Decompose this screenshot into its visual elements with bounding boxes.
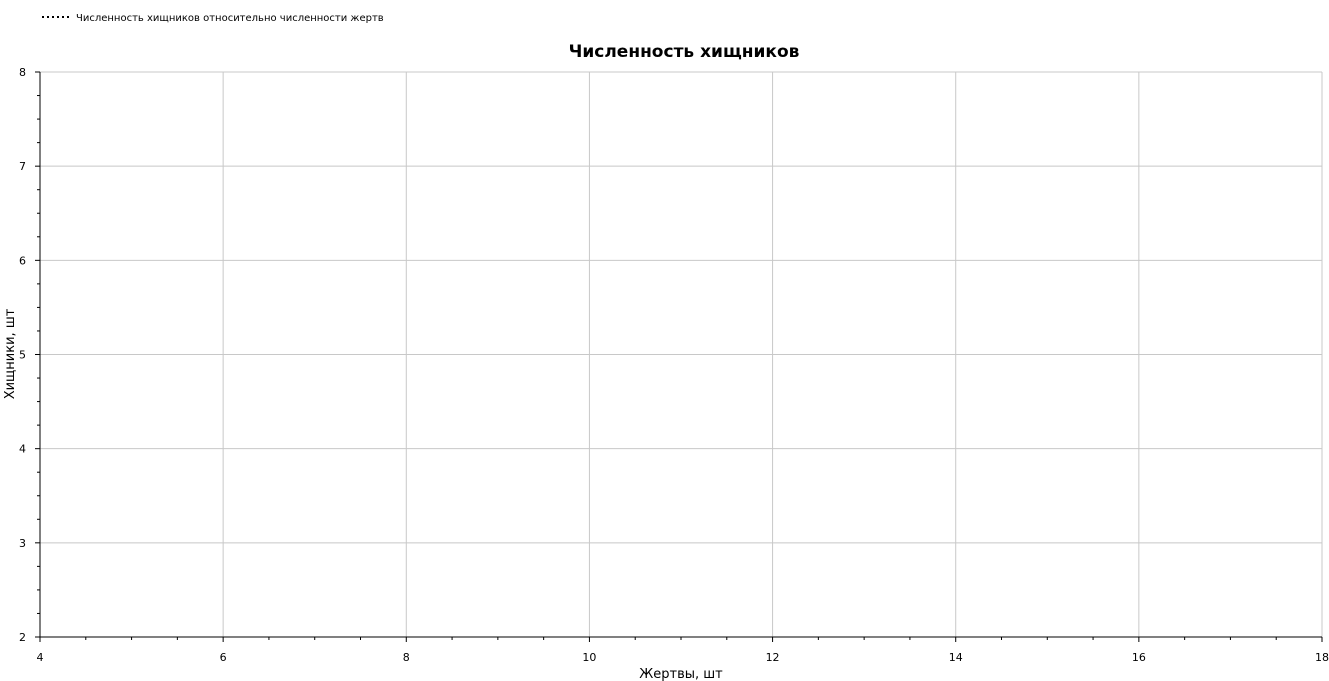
x-tick-label: 14 xyxy=(949,651,963,664)
x-tick-label: 16 xyxy=(1132,651,1146,664)
x-tick-label: 10 xyxy=(582,651,596,664)
y-tick-label: 2 xyxy=(19,631,26,644)
y-tick-label: 3 xyxy=(19,537,26,550)
x-tick-label: 6 xyxy=(220,651,227,664)
y-tick-label: 7 xyxy=(19,160,26,173)
x-tick-label: 4 xyxy=(37,651,44,664)
y-tick-label: 8 xyxy=(19,66,26,79)
y-axis-label: Хищники, шт xyxy=(3,308,18,399)
legend: Численность хищников относительно числен… xyxy=(42,13,384,24)
y-tick-label: 5 xyxy=(19,349,26,362)
grid xyxy=(40,71,1323,637)
x-tick-label: 12 xyxy=(766,651,780,664)
legend-label: Численность хищников относительно числен… xyxy=(76,13,384,24)
x-tick-label: 8 xyxy=(403,651,410,664)
x-axis-label: Жертвы, шт xyxy=(639,667,723,681)
x-tick-label: 18 xyxy=(1315,651,1329,664)
y-tick-label: 6 xyxy=(19,254,26,267)
y-axis-ticks: 2 3 4 5 6 7 8 xyxy=(19,66,40,644)
x-axis-ticks: 4 6 8 10 12 14 16 18 xyxy=(37,637,1329,664)
y-tick-label: 4 xyxy=(19,443,26,456)
chart-title: Численность хищников xyxy=(569,42,800,62)
